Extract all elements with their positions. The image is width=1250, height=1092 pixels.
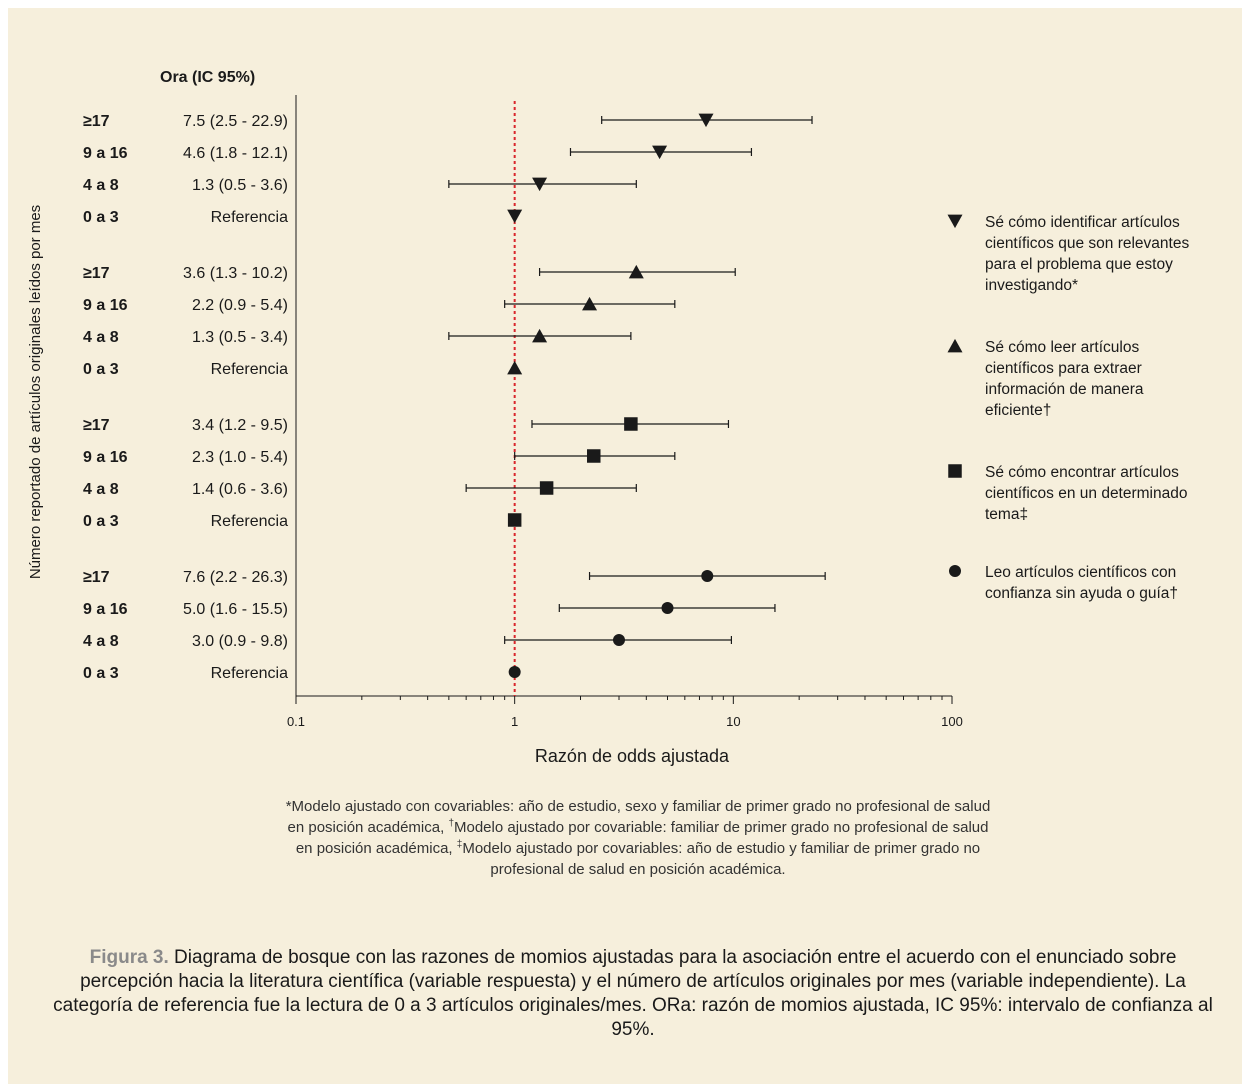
x-tick-label: 1 <box>511 714 518 729</box>
category-label: 9 a 16 <box>83 297 128 314</box>
category-label: 0 a 3 <box>83 361 119 378</box>
or-point-triangle-up <box>628 264 644 279</box>
category-label: 4 a 8 <box>83 329 119 346</box>
or-point-circle <box>661 602 674 614</box>
or-point-triangle-down <box>507 209 523 224</box>
or-ci-label: Referencia <box>211 361 288 378</box>
category-label: ≥17 <box>83 417 110 434</box>
x-tick-label: 100 <box>941 714 963 729</box>
or-point-triangle-up <box>582 296 598 311</box>
category-label: 9 a 16 <box>83 145 128 162</box>
table-header: Ora (IC 95%) <box>160 69 255 86</box>
legend-label-square: Sé cómo encontrar artículos científicos e… <box>985 464 1187 523</box>
or-point-triangle-down <box>652 145 668 160</box>
category-label: ≥17 <box>83 265 110 282</box>
category-label: ≥17 <box>83 113 110 130</box>
or-point-circle <box>508 666 521 678</box>
legend-label-triangle-down: Sé cómo identificar artículos científicos… <box>985 214 1189 294</box>
footnote-dagger: † <box>448 818 454 829</box>
or-point-triangle-down <box>532 177 548 192</box>
legend-marker-triangle-down <box>947 214 963 229</box>
or-ci-label: 3.6 (1.3 - 10.2) <box>183 265 288 282</box>
or-ci-label: 1.4 (0.6 - 3.6) <box>192 481 288 498</box>
category-label: ≥17 <box>83 569 110 586</box>
x-tick-label: 0.1 <box>287 714 305 729</box>
or-point-square <box>624 417 638 431</box>
or-ci-label: 3.0 (0.9 - 9.8) <box>192 633 288 650</box>
legend-marker-triangle-up <box>947 338 963 353</box>
footnote-ddagger: ‡ <box>456 839 463 850</box>
footnote-part3: Modelo ajustado por covariables: año de … <box>462 840 981 878</box>
x-tick-label: 10 <box>726 714 740 729</box>
or-point-square <box>539 481 554 495</box>
or-ci-label: 3.4 (1.2 - 9.5) <box>192 417 288 434</box>
legend-marker-square <box>948 464 962 478</box>
category-label: 9 a 16 <box>83 449 128 466</box>
or-ci-label: 1.3 (0.5 - 3.4) <box>192 329 288 346</box>
footnote-part1: *Modelo ajustado con covariables: año de… <box>285 798 991 836</box>
footnote-part2: Modelo ajustado por covariable: familiar… <box>295 819 989 857</box>
category-label: 4 a 8 <box>83 177 119 194</box>
or-point-triangle-down <box>698 113 714 128</box>
legend-label-circle: Leo artículos científicos con confianza s… <box>985 564 1178 602</box>
or-point-triangle-up <box>507 360 523 375</box>
category-label: 0 a 3 <box>83 665 119 682</box>
or-ci-label: 4.6 (1.8 - 12.1) <box>183 145 288 162</box>
or-ci-label: 7.6 (2.2 - 26.3) <box>183 569 288 586</box>
footnote: *Modelo ajustado con covariables: año de… <box>278 796 998 880</box>
or-ci-label: 2.3 (1.0 - 5.4) <box>192 449 288 466</box>
y-axis-title: Número reportado de artículos originales… <box>27 205 44 579</box>
legend-marker-circle <box>949 565 961 577</box>
category-label: 0 a 3 <box>83 209 119 226</box>
or-ci-label: 2.2 (0.9 - 5.4) <box>192 297 288 314</box>
or-ci-label: 5.0 (1.6 - 15.5) <box>183 601 288 618</box>
category-label: 4 a 8 <box>83 481 119 498</box>
x-axis-title: Razón de odds ajustada <box>535 746 730 766</box>
or-point-triangle-up <box>532 328 548 343</box>
caption-text: Diagrama de bosque con las razones de mo… <box>53 947 1213 1040</box>
figure-panel: 0.1 1 10 100 Razón de odds ajustada Número re… <box>8 8 1242 1084</box>
or-ci-label: Referencia <box>211 513 288 530</box>
or-point-circle <box>612 634 625 646</box>
or-point-circle <box>701 570 714 582</box>
caption-label: Figura 3. <box>89 947 169 968</box>
category-label: 4 a 8 <box>83 633 119 650</box>
category-label: 9 a 16 <box>83 601 128 618</box>
or-point-square <box>507 513 522 527</box>
figure-caption: Figura 3. Diagrama de bosque con las raz… <box>48 946 1218 1042</box>
category-label: 0 a 3 <box>83 513 119 530</box>
forest-plot-chart: 0.1 1 10 100 Razón de odds ajustada Número re… <box>27 69 1189 766</box>
or-ci-label: Referencia <box>211 209 288 226</box>
or-ci-label: 7.5 (2.5 - 22.9) <box>183 113 288 130</box>
legend-label-triangle-up: Sé cómo leer artículos científicos para e… <box>985 339 1144 419</box>
or-ci-label: Referencia <box>211 665 288 682</box>
or-point-square <box>587 449 601 463</box>
or-ci-label: 1.3 (0.5 - 3.6) <box>192 177 288 194</box>
